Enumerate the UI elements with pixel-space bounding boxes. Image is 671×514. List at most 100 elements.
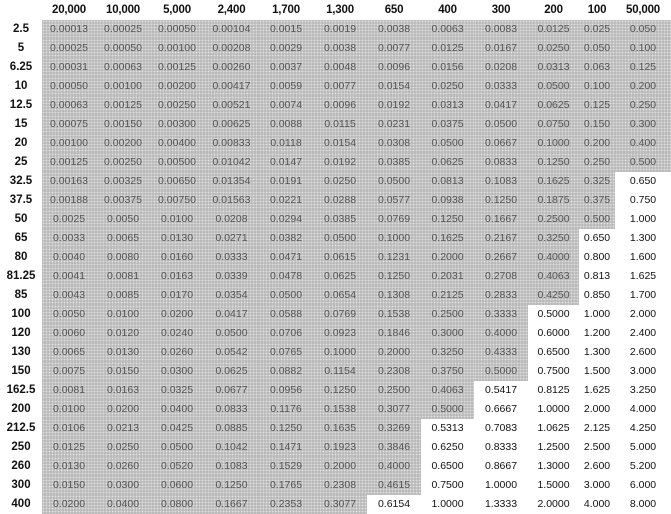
table-cell: 0.4063	[421, 381, 474, 400]
column-header: 1,700	[272, 4, 300, 16]
table-row: 6.25 0.00031 0.00063 0.00125 0.00260 0.0037 0.…	[0, 58, 671, 77]
table-cell: 0.5000	[421, 400, 474, 419]
table-cell: 0.1083	[474, 172, 528, 191]
table-cell: 0.0625	[421, 153, 474, 172]
table-cell: 0.3269	[367, 419, 421, 438]
table-cell: 0.2167	[474, 229, 528, 248]
table-cell: 0.200	[579, 134, 615, 153]
table-cell: 0.0221	[259, 191, 313, 210]
table-cell: 0.0588	[259, 305, 313, 324]
table-cell: 0.500	[615, 153, 671, 172]
table-cell: 0.0300	[150, 362, 204, 381]
table-cell: 0.6667	[474, 400, 528, 419]
table-cell: 0.0037	[259, 58, 313, 77]
table-cell: 0.0065	[96, 229, 150, 248]
table-cell: 0.00104	[204, 20, 259, 39]
table-cell: 0.0100	[42, 400, 96, 419]
table-cell: 0.813	[579, 267, 615, 286]
table-cell: 0.0313	[528, 58, 579, 77]
table-cell: 0.0417	[474, 96, 528, 115]
table-cell: 0.100	[579, 77, 615, 96]
table-cell: 0.0130	[42, 457, 96, 476]
table-cell: 0.8333	[474, 438, 528, 457]
table-row: 200 0.0100 0.0200 0.0400 0.0833 0.1176 0.1538 0…	[0, 400, 671, 419]
table-cell: 0.0085	[96, 286, 150, 305]
table-cell: 0.2500	[528, 210, 579, 229]
table-cell: 0.00650	[150, 172, 204, 191]
table-cell: 2.000	[579, 400, 615, 419]
table-cell: 0.00125	[42, 153, 96, 172]
table-cell: 0.0500	[367, 172, 421, 191]
table-cell: 0.0200	[42, 495, 96, 514]
row-label: 65	[14, 232, 28, 244]
column-header: 2,400	[217, 4, 246, 16]
table-cell: 0.1635	[313, 419, 367, 438]
corner-cell	[0, 0, 42, 20]
table-cell: 0.0200	[150, 305, 204, 324]
table-cell: 0.0288	[313, 191, 367, 210]
row-label: 260	[11, 460, 31, 472]
table-cell: 0.063	[579, 58, 615, 77]
table-row: 10 0.00050 0.00100 0.00200 0.00417 0.0059 0.00…	[0, 77, 671, 96]
table-cell: 0.00188	[42, 191, 96, 210]
table-cell: 1.0000	[421, 495, 474, 514]
table-cell: 0.0956	[259, 381, 313, 400]
table-cell: 0.0025	[42, 210, 96, 229]
table-cell: 0.00025	[42, 39, 96, 58]
table-cell: 3.000	[579, 476, 615, 495]
table-cell: 1.600	[615, 248, 671, 267]
table-cell: 1.000	[579, 305, 615, 324]
table-cell: 0.0075	[42, 362, 96, 381]
table-cell: 0.325	[579, 172, 615, 191]
table-cell: 0.8125	[528, 381, 579, 400]
table-cell: 2.0000	[528, 495, 579, 514]
table-row: 32.5 0.00163 0.00325 0.00650 0.01354 0.0191 0.…	[0, 172, 671, 191]
table-cell: 0.1667	[204, 495, 259, 514]
table-cell: 0.0231	[367, 115, 421, 134]
table-cell: 4.250	[615, 419, 671, 438]
table-cell: 2.000	[615, 305, 671, 324]
table-cell: 0.0038	[313, 39, 367, 58]
table-cell: 0.250	[579, 153, 615, 172]
table-cell: 0.300	[615, 115, 671, 134]
table-cell: 4.000	[615, 400, 671, 419]
table-cell: 0.1667	[474, 210, 528, 229]
table-cell: 0.1923	[313, 438, 367, 457]
table-cell: 0.0125	[42, 438, 96, 457]
table-cell: 0.0150	[96, 362, 150, 381]
table-cell: 0.0080	[96, 248, 150, 267]
table-cell: 0.0100	[96, 305, 150, 324]
table-cell: 0.0208	[474, 58, 528, 77]
table-cell: 0.0333	[204, 248, 259, 267]
table-cell: 1.0625	[528, 419, 579, 438]
table-cell: 0.00833	[204, 134, 259, 153]
table-cell: 0.0882	[259, 362, 313, 381]
column-header: 50,000	[626, 4, 660, 16]
row-label: 250	[11, 441, 31, 453]
table-cell: 0.0147	[259, 153, 313, 172]
table-cell: 0.0154	[367, 77, 421, 96]
table-cell: 0.6154	[367, 495, 421, 514]
table-cell: 0.0308	[367, 134, 421, 153]
table-cell: 0.0313	[421, 96, 474, 115]
table-cell: 0.0577	[367, 191, 421, 210]
table-cell: 0.1154	[313, 362, 367, 381]
row-label: 120	[11, 327, 31, 339]
table-cell: 0.200	[615, 77, 671, 96]
table-cell: 0.0154	[313, 134, 367, 153]
table-cell: 2.600	[615, 343, 671, 362]
table-cell: 0.00200	[96, 134, 150, 153]
table-cell: 1.700	[615, 286, 671, 305]
table-cell: 0.2308	[367, 362, 421, 381]
table-cell: 0.0065	[42, 343, 96, 362]
table-cell: 0.2031	[421, 267, 474, 286]
table-cell: 0.1000	[528, 134, 579, 153]
table-cell: 1.0000	[474, 476, 528, 495]
table-cell: 0.0500	[474, 115, 528, 134]
table-cell: 0.0500	[313, 229, 367, 248]
table-cell: 0.0029	[259, 39, 313, 58]
table-cell: 0.0375	[421, 115, 474, 134]
column-header: 400	[438, 4, 457, 16]
table-cell: 0.00250	[96, 153, 150, 172]
table-cell: 0.0625	[204, 362, 259, 381]
